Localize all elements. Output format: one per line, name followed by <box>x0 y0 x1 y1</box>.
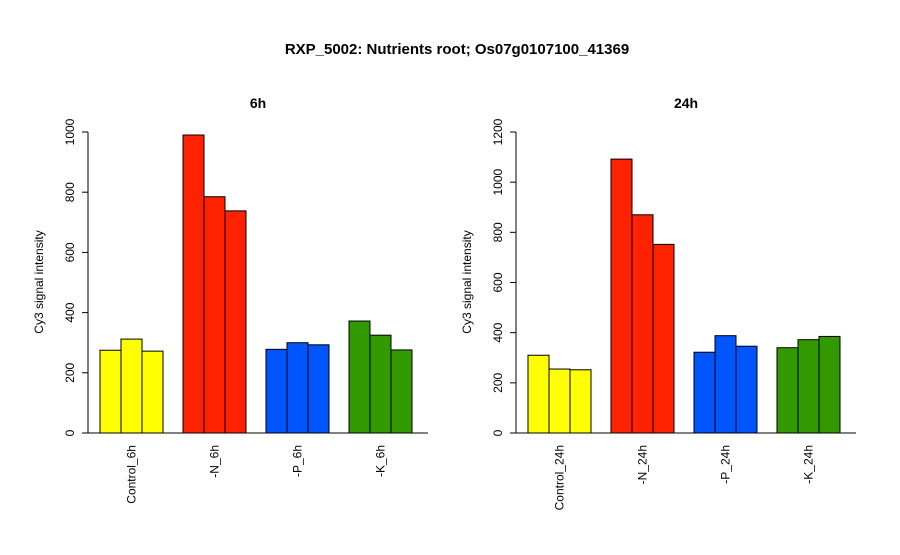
bar--K_24h-3 <box>818 335 841 434</box>
y-tick-label: 1000 <box>63 118 77 145</box>
y-tick-label: 600 <box>491 272 505 292</box>
y-tick-label: 400 <box>63 302 77 322</box>
bar--N_6h-2 <box>203 196 226 434</box>
bar--N_24h-2 <box>631 214 654 434</box>
bar--N_6h-1 <box>182 134 205 434</box>
bar--P_24h-2 <box>714 335 737 434</box>
y-axis-label-6h: Cy3 signal intensity <box>32 230 46 333</box>
bar--P_24h-3 <box>735 345 758 434</box>
y-tick-label: 1200 <box>491 118 505 145</box>
bar--N_24h-3 <box>652 243 675 434</box>
panel-title-24h: 24h <box>674 95 698 111</box>
bar-Control_24h-2 <box>548 368 571 434</box>
bar--P_24h-1 <box>693 351 716 434</box>
bar--K_6h-1 <box>348 320 371 434</box>
chart-main-title: RXP_5002: Nutrients root; Os07g0107100_4… <box>285 41 629 58</box>
bar-Control_6h-2 <box>120 338 143 434</box>
bar-Control_24h-1 <box>527 354 550 434</box>
y-tick-label: 0 <box>63 429 77 436</box>
y-tick-label: 800 <box>491 222 505 242</box>
bar--K_6h-3 <box>390 349 413 434</box>
y-tick-label: 1000 <box>491 168 505 195</box>
bar--K_24h-1 <box>776 347 799 434</box>
x-category-label: Control_6h <box>125 445 139 504</box>
y-tick-label: 600 <box>63 242 77 262</box>
x-category-label: -N_6h <box>208 445 222 478</box>
x-category-label: -K_24h <box>802 445 816 484</box>
y-axis-label-24h: Cy3 signal intensity <box>460 230 474 333</box>
bar-Control_6h-1 <box>99 349 122 434</box>
x-category-label: -P_24h <box>719 445 733 484</box>
x-category-label: -N_24h <box>636 445 650 484</box>
bar--P_6h-3 <box>307 344 330 434</box>
y-tick-label: 200 <box>491 373 505 393</box>
y-tick-label: 800 <box>63 182 77 202</box>
panel-24h: 24h Cy3 signal intensity 0 200 400 600 800 10… <box>460 95 856 510</box>
x-category-label: -K_6h <box>374 445 388 477</box>
x-category-label: Control_24h <box>553 445 567 510</box>
bar-Control_6h-3 <box>141 350 164 434</box>
bar--P_6h-1 <box>265 348 288 434</box>
bar--N_24h-1 <box>610 158 633 434</box>
x-category-label: -P_6h <box>291 445 305 477</box>
bar--K_6h-2 <box>369 334 392 434</box>
y-tick-label: 0 <box>491 429 505 436</box>
bar--P_6h-2 <box>286 342 309 434</box>
bar--N_6h-3 <box>224 210 247 434</box>
panel-6h: 6h Cy3 signal intensity 0 200 400 600 800 100… <box>32 95 428 504</box>
y-tick-label: 200 <box>63 362 77 382</box>
panel-title-6h: 6h <box>250 95 266 111</box>
bar--K_24h-2 <box>797 339 820 434</box>
y-tick-label: 400 <box>491 322 505 342</box>
bar-Control_24h-3 <box>569 369 592 434</box>
